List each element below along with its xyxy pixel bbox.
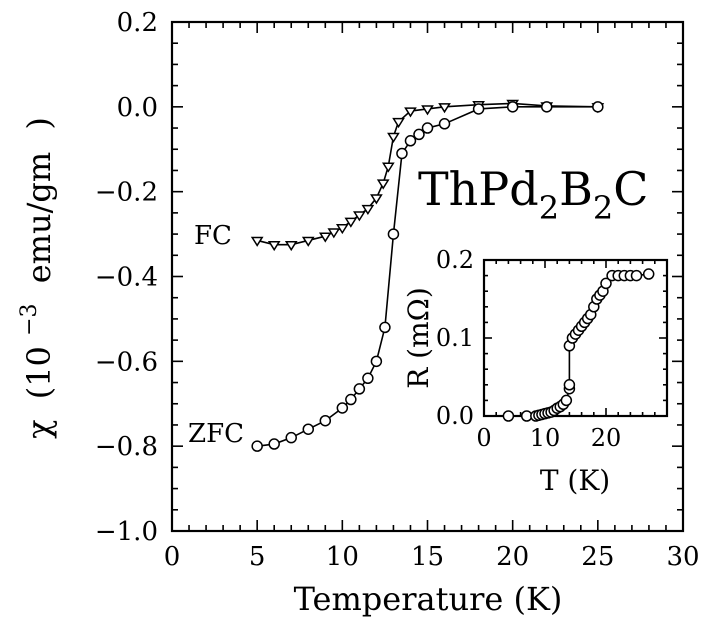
main-point-zfc	[472, 103, 485, 115]
y-axis-title-unit: emu/gm	[20, 152, 58, 284]
inset-x-tick-label: 20	[591, 424, 622, 452]
main-point-fc	[438, 103, 451, 114]
main-point-fc	[353, 211, 366, 222]
main-point-fc	[267, 240, 281, 252]
inset-x-axis-title: T (K)	[540, 464, 610, 497]
main-x-tick-label: 15	[411, 542, 444, 572]
y-axis-title-open: (10	[20, 346, 58, 399]
main-point-zfc	[421, 122, 434, 134]
main-axis-ticks	[171, 21, 684, 532]
main-point-fc	[344, 217, 358, 228]
main-point-zfc	[438, 118, 451, 130]
y-axis-title-close: )	[20, 117, 58, 129]
main-y-tick-label: −1.0	[95, 517, 158, 547]
inset-point-series-0	[630, 269, 643, 282]
main-point-fc	[335, 223, 349, 235]
main-point-zfc	[387, 228, 400, 240]
main-x-tick-label: 10	[326, 542, 359, 572]
inset-x-tick-label: 10	[530, 424, 561, 452]
main-point-zfc	[413, 128, 425, 141]
main-point-fc	[301, 236, 315, 247]
main-tick-labels: 0 5 10 15 20 25 300.20.0−0.2−0.4−0.6−0.8−1.0	[95, 8, 700, 572]
main-point-zfc	[362, 372, 374, 385]
x-axis-title: Temperature (K)	[294, 580, 563, 618]
main-y-tick-label: −0.2	[95, 178, 158, 208]
main-y-tick-label: 0.2	[117, 8, 158, 38]
main-point-zfc	[268, 438, 280, 450]
compound-sub-1: 2	[539, 189, 559, 227]
inset-y-axis-title: R (mΩ)	[402, 287, 435, 389]
y-axis-title-chi: χ	[20, 419, 58, 438]
compound-end: C	[613, 162, 648, 216]
inset-tick-labels: 0 10 20 0.0 0.1 0.2	[436, 246, 621, 452]
main-point-zfc	[285, 431, 297, 444]
main-point-zfc	[592, 101, 604, 113]
main-point-fc	[376, 179, 390, 190]
main-y-tick-label: −0.8	[95, 432, 158, 462]
main-y-tick-label: −0.6	[95, 347, 158, 377]
main-point-zfc	[540, 101, 553, 113]
main-point-fc	[381, 162, 395, 173]
inset-point-series-0	[563, 379, 576, 391]
inset-point-series-0	[560, 394, 573, 407]
main-point-fc	[250, 236, 264, 247]
svg-text:χ (10 −3 emu: χ (10 −3 emu/gm )	[6, 117, 58, 439]
main-point-fc	[284, 240, 298, 252]
inset-x-tick-label: 0	[476, 424, 491, 452]
series-label-zfc: ZFC	[188, 419, 244, 449]
main-line-fc	[256, 102, 598, 246]
main-point-zfc	[345, 393, 357, 406]
main-point-fc	[387, 132, 400, 143]
inset-axis-ticks	[483, 259, 667, 417]
compound-base: ThPd	[418, 162, 539, 216]
compound-sub-2: 2	[593, 189, 613, 227]
main-point-zfc	[336, 402, 349, 414]
main-y-tick-label: 0.0	[117, 93, 158, 123]
main-point-zfc	[396, 147, 408, 160]
main-point-fc	[361, 204, 375, 216]
main-x-tick-label: 20	[496, 542, 529, 572]
main-point-fc	[421, 105, 434, 116]
main-y-tick-label: −0.4	[95, 263, 158, 293]
inset-y-tick-label: 0.1	[436, 324, 474, 352]
y-axis-title-exp: −3	[17, 303, 42, 335]
inset-point-series-0	[502, 410, 515, 422]
compound-label: ThPd2B2C	[418, 162, 648, 227]
main-x-tick-label: 5	[249, 542, 266, 572]
main-point-fc	[404, 107, 417, 118]
main-point-fc	[327, 228, 341, 239]
inset-point-series-0	[642, 268, 655, 280]
main-point-fc	[392, 117, 405, 129]
main-x-tick-label: 0	[164, 542, 181, 572]
main-point-fc	[370, 194, 383, 205]
main-x-tick-label: 30	[666, 542, 699, 572]
main-x-tick-label: 25	[581, 542, 614, 572]
main-point-zfc	[251, 440, 263, 452]
main-point-fc	[318, 232, 332, 243]
main-point-zfc	[506, 101, 519, 113]
main-point-zfc	[379, 321, 391, 334]
main-point-zfc	[319, 414, 332, 427]
main-point-zfc	[302, 423, 315, 435]
series-label-fc: FC	[194, 221, 232, 251]
inset-series	[502, 268, 655, 422]
main-series	[250, 99, 605, 452]
main-point-zfc	[404, 135, 417, 147]
y-axis-title: χ (10 −3 emu/gm )	[6, 117, 58, 439]
main-point-zfc	[370, 355, 383, 368]
compound-mid: B	[559, 162, 593, 216]
main-point-zfc	[353, 383, 366, 395]
inset-y-tick-label: 0.2	[436, 246, 474, 274]
inset-point-series-0	[600, 277, 612, 290]
inset-y-tick-label: 0.0	[436, 402, 474, 430]
